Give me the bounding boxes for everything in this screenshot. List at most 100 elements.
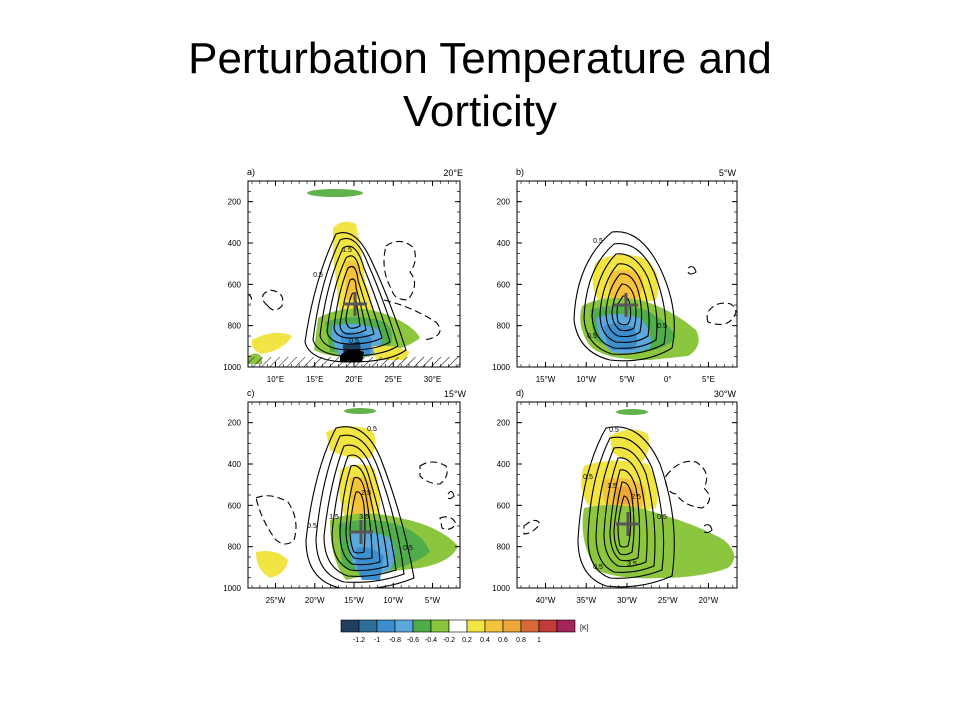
panel-b-axes: b) 5°W 200 400 600 800 1000 15°W 10°W 5°W 0° 5°E 0.5…: [492, 167, 737, 384]
y-tick-label: 400: [228, 460, 242, 469]
colorbar-tick-label: -0.8: [389, 637, 401, 644]
x-tick-label: 25°W: [658, 596, 678, 605]
contour-label: 0.5: [403, 545, 413, 552]
panel-c: [247, 401, 461, 589]
x-tick-label: 20°E: [345, 375, 362, 384]
colorbar-swatch: [430, 619, 450, 633]
panel-c-axes: c) 15°W 200 400 600 800 1000 25°W 20°W 15°W 10°W 5°…: [223, 388, 466, 605]
panel-c-fill: [255, 408, 458, 588]
slice-label: 20°E: [443, 168, 463, 178]
colorbar-tick-label: 1: [537, 637, 541, 644]
x-tick-label: 25°E: [385, 375, 402, 384]
slice-label: 15°W: [444, 389, 467, 399]
panel-label: c): [247, 388, 255, 398]
contour-label: 0.5: [657, 514, 667, 521]
colorbar-swatch: [358, 619, 378, 633]
y-tick-label: 400: [497, 239, 511, 248]
y-tick-label: 800: [228, 322, 242, 331]
colorbar: -1.2 -1 -0.8 -0.6 -0.4 -0.2 0.2 0.4 0.6 0.8 1 [K]: [340, 619, 589, 644]
y-tick-label: 600: [497, 280, 511, 289]
panel-label: b): [516, 167, 524, 177]
colorbar-swatch: [538, 619, 558, 633]
x-tick-label: 20°W: [305, 596, 325, 605]
y-tick-label: 600: [228, 501, 242, 510]
slide-title: Perturbation Temperature and Vorticity: [0, 32, 960, 138]
contour-label: 0.5: [657, 323, 667, 330]
contour-label: 0.5: [367, 426, 377, 433]
y-tick-label: 800: [497, 322, 511, 331]
x-tick-label: 40°W: [536, 596, 556, 605]
y-tick-label: 1000: [223, 363, 241, 372]
y-tick-label: 400: [228, 239, 242, 248]
x-tick-label: 25°W: [266, 596, 286, 605]
contour-label: 1.5: [342, 247, 352, 254]
colorbar-swatch: [340, 619, 360, 633]
colorbar-tick-label: 0.2: [462, 637, 472, 644]
x-tick-label: 15°W: [536, 375, 556, 384]
colorbar-tick-label: 0.4: [480, 637, 490, 644]
contour-label: 0.5: [307, 523, 317, 530]
y-tick-label: 200: [228, 419, 242, 428]
panel-d-axes: d) 30°W 200 400 600 800 1000 40°W 35°W 30°W 25°W 20…: [492, 388, 737, 605]
panel-b: [516, 180, 738, 368]
slide-title-line-2: Vorticity: [402, 87, 558, 136]
colorbar-swatch: [520, 619, 540, 633]
x-tick-label: 30°E: [424, 375, 441, 384]
contour-label: 0.5: [593, 238, 603, 245]
colorbar-tick-label: -1.2: [353, 637, 365, 644]
x-tick-label: 20°W: [699, 596, 719, 605]
contour-label: 2.5: [361, 490, 371, 497]
colorbar-swatch: [448, 619, 468, 633]
panel-label: d): [516, 388, 524, 398]
contour-label: 2.5: [631, 494, 641, 501]
contour-label: 3.5: [627, 561, 637, 568]
x-tick-label: 10°W: [383, 596, 403, 605]
colorbar-swatch: [466, 619, 486, 633]
y-tick-label: 600: [497, 501, 511, 510]
y-tick-label: 1000: [492, 584, 510, 593]
x-tick-label: 0°: [664, 375, 672, 384]
x-tick-label: 15°W: [344, 596, 364, 605]
y-tick-label: 200: [228, 198, 242, 207]
x-tick-label: 35°W: [576, 596, 596, 605]
colorbar-tick-label: -0.2: [443, 637, 455, 644]
y-tick-label: 400: [497, 460, 511, 469]
contour-label: 0.5: [609, 427, 619, 434]
y-tick-label: 1000: [223, 584, 241, 593]
slice-label: 5°W: [719, 168, 737, 178]
colorbar-swatch: [556, 619, 576, 633]
contour-label: 0.5: [587, 333, 597, 340]
slice-label: 30°W: [714, 389, 737, 399]
colorbar-swatch: [376, 619, 396, 633]
y-tick-label: 800: [228, 543, 242, 552]
x-tick-label: 10°W: [576, 375, 596, 384]
colorbar-swatch: [502, 619, 522, 633]
contour-label: 3.5: [359, 514, 369, 521]
contour-label: 0.5: [583, 474, 593, 481]
contour-label: 0.5: [313, 272, 323, 279]
panel-d-fill: [523, 409, 735, 588]
y-tick-label: 200: [497, 419, 511, 428]
x-tick-label: 30°W: [617, 596, 637, 605]
colorbar-tick-label: 0.6: [498, 637, 508, 644]
panel-annotations: a) 20°E 200 400 600 800 1000 10°E 15°E 20°E 25°E 30…: [223, 167, 737, 605]
panel-label: a): [247, 167, 255, 177]
y-tick-label: 1000: [492, 363, 510, 372]
colorbar-tick-label: 0.8: [516, 637, 526, 644]
slide-title-line-1: Perturbation Temperature and: [188, 34, 772, 83]
x-tick-label: 15°E: [306, 375, 323, 384]
x-tick-label: 10°E: [267, 375, 284, 384]
x-tick-label: 5°W: [425, 596, 441, 605]
contour-label: 0.5: [593, 564, 603, 571]
contour-label: 1.5: [607, 483, 617, 490]
colorbar-swatch: [412, 619, 432, 633]
x-tick-label: 5°E: [702, 375, 715, 384]
y-tick-label: 600: [228, 280, 242, 289]
contour-label: 0.5: [349, 338, 359, 345]
contour-label: 1.5: [329, 514, 339, 521]
colorbar-swatch: [484, 619, 504, 633]
colorbar-unit: [K]: [580, 625, 589, 632]
x-tick-label: 5°W: [619, 375, 635, 384]
colorbar-tick-label: -0.4: [425, 637, 437, 644]
panel-b-fill: [573, 231, 737, 362]
